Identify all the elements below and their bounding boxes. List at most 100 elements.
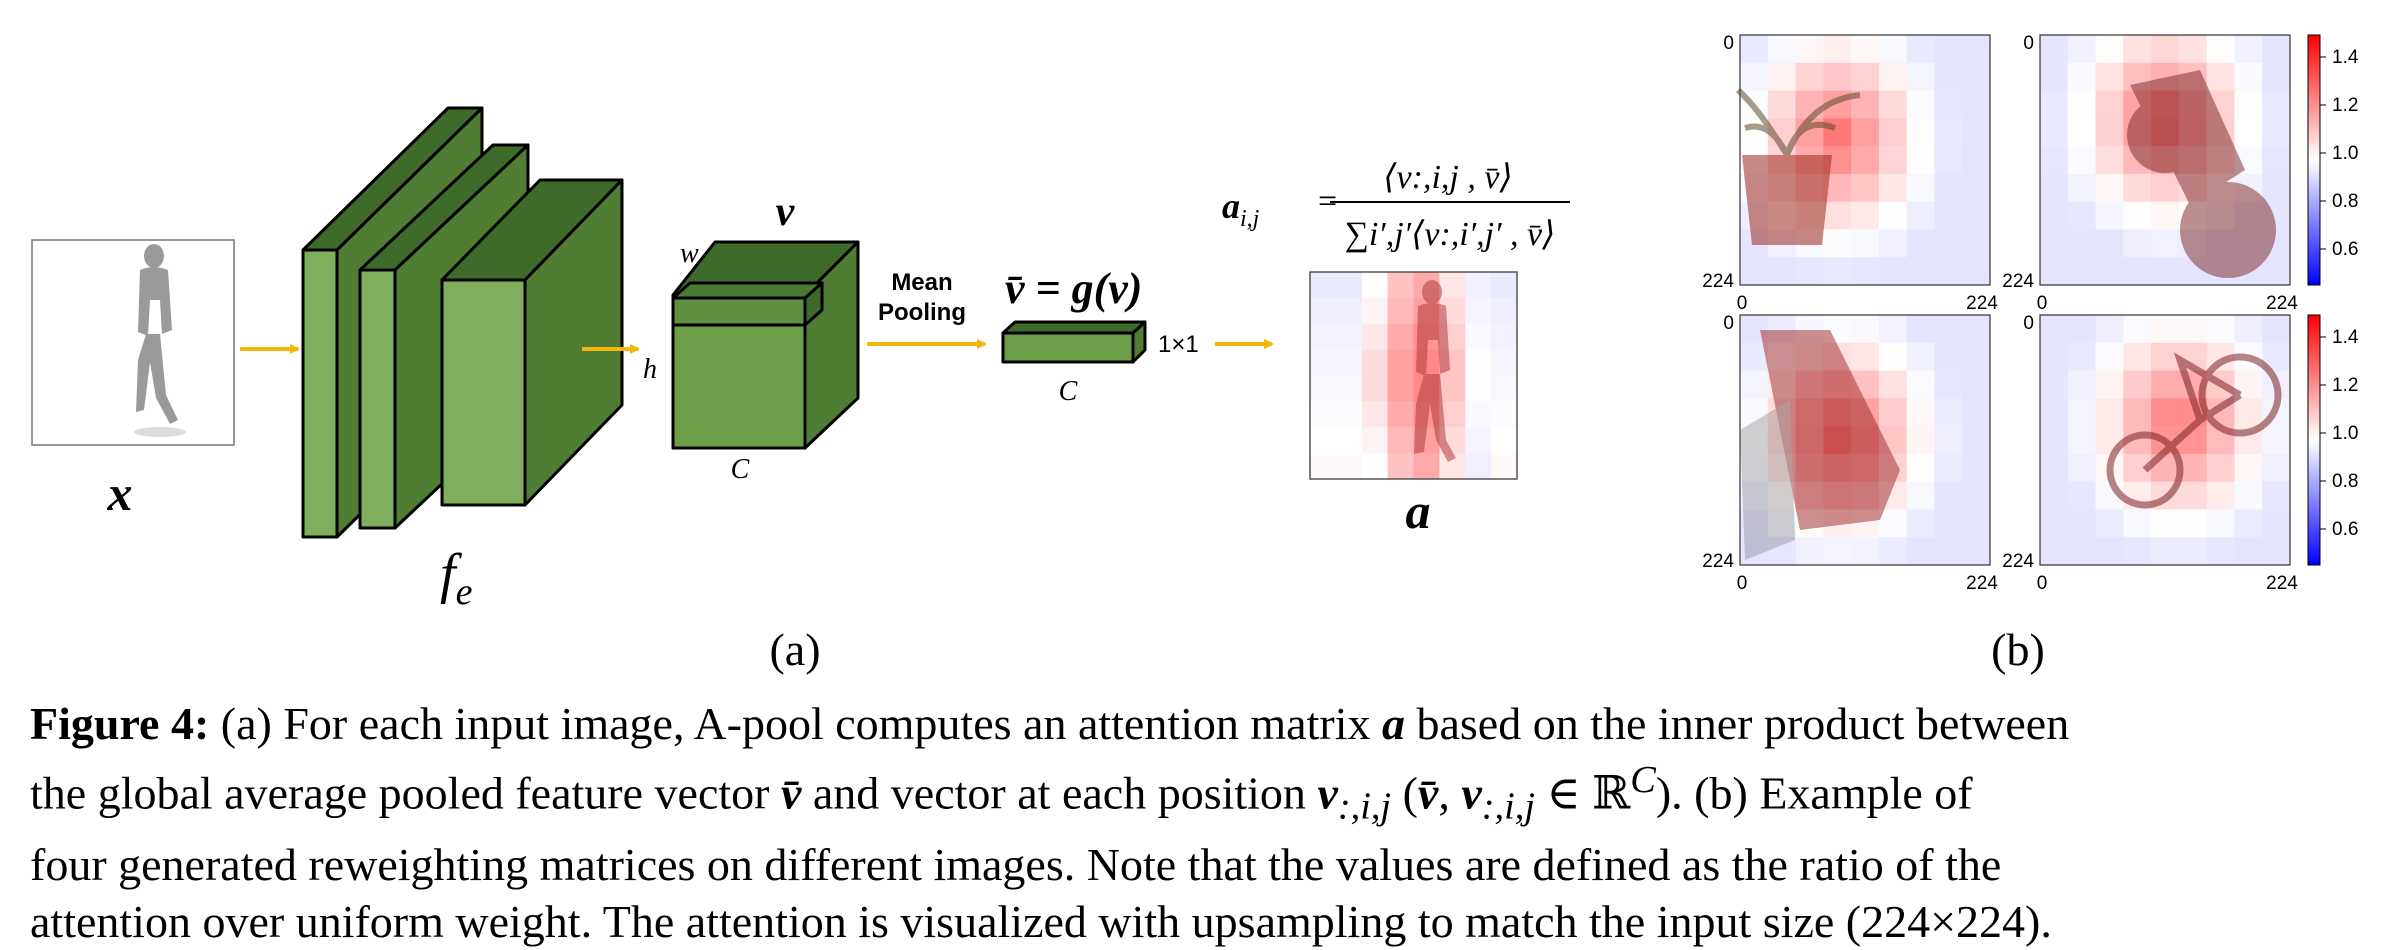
attention-cell: [1439, 272, 1466, 299]
colorbar-tick-label: 1.2: [2332, 375, 2358, 396]
pooled-size: 1×1: [1158, 331, 1199, 358]
svg-text:=: =: [1318, 183, 1337, 220]
heatmap-cell: [2095, 35, 2124, 64]
axis-tick-label: 224: [2266, 573, 2298, 594]
attention-cell: [1465, 349, 1492, 376]
attention-cell: [1491, 427, 1518, 454]
heatmap-cell: [2151, 201, 2180, 230]
heatmap-cell: [1823, 35, 1852, 64]
attention-cell: [1465, 427, 1492, 454]
heatmap-cell: [1851, 257, 1880, 286]
heatmap-cell: [2123, 370, 2152, 399]
attention-map: [1309, 271, 1518, 480]
heatmap-cell: [2262, 509, 2291, 538]
heatmap-cell: [2067, 426, 2097, 455]
heatmap-cell: [2040, 146, 2069, 175]
heatmap-cell: [1962, 426, 1991, 455]
attention-cell: [1361, 349, 1389, 376]
heatmap-cell: [2040, 315, 2069, 344]
heatmap-cell: [1934, 509, 1963, 538]
attention-cell: [1491, 323, 1518, 351]
heatmap-cell: [2234, 537, 2263, 566]
heatmap-cell: [2123, 229, 2152, 258]
heatmap-cell: [2095, 509, 2124, 538]
heatmap-cell: [2040, 201, 2069, 230]
heatmap-cell: [1878, 35, 1908, 64]
heatmap-cell: [1740, 453, 1769, 483]
heatmap-cell: [2040, 35, 2069, 64]
heatmap-cell: [1962, 146, 1991, 175]
attention-cell: [1310, 272, 1337, 299]
axis-tick-label: 224: [1966, 573, 1998, 594]
heatmap-cell: [1962, 173, 1991, 203]
heatmap-cell: [1934, 201, 1963, 230]
colorbar-tick-label: 0.6: [2332, 239, 2358, 260]
axis-tick-label: 224: [2266, 293, 2298, 314]
heatmap-cell: [1740, 370, 1769, 399]
heatmap-cell: [1823, 201, 1852, 230]
input-label: x: [107, 465, 133, 521]
heatmap-cell: [2178, 537, 2208, 566]
caption-line-3: four generated reweighting matrices on d…: [30, 838, 2002, 890]
heatmap-cell: [1767, 62, 1797, 92]
heatmap-cell: [1878, 201, 1908, 230]
attention-cell: [1335, 427, 1363, 454]
heatmap-cell: [1851, 201, 1880, 230]
attention-cell: [1465, 323, 1492, 351]
axis-tick-label: 0: [1737, 573, 1748, 594]
motorbike-overlay: [2127, 70, 2276, 278]
heatmap-cell: [2151, 35, 2180, 64]
heatmap-cell: [2040, 537, 2069, 566]
heatmap-cell: [2151, 370, 2180, 399]
heatmap-cell: [2095, 62, 2124, 92]
attention-cell: [1335, 323, 1363, 351]
heatmap-cell: [2067, 35, 2097, 64]
heatmap-cell: [2067, 481, 2097, 510]
heatmap-cell: [1851, 62, 1880, 92]
axis-tick-label: 0: [2037, 293, 2048, 314]
heatmap-cell: [2262, 62, 2291, 92]
heatmap-cell: [2123, 201, 2152, 230]
caption-figure-label: Figure 4:: [30, 698, 210, 749]
heatmap-cell: [1934, 35, 1963, 64]
heatmap-cell: [2040, 426, 2069, 455]
heatmap-cell: [1795, 90, 1824, 119]
heatmap-cell: [1906, 62, 1935, 92]
heatmap-cell: [2206, 509, 2235, 538]
feature-dim-h: h: [643, 354, 657, 385]
heatmap-cell: [2067, 509, 2097, 538]
caption-line-2: the global average pooled feature vector…: [30, 759, 1973, 828]
pooled-equation: v̄ = g(v): [1005, 264, 1142, 313]
heatmap-cell: [2095, 537, 2124, 566]
attention-cell: [1361, 375, 1389, 402]
heatmap-cell: [1934, 426, 1963, 455]
heatmap-cell: [1934, 62, 1963, 92]
heatmap-cell: [1962, 481, 1991, 510]
heatmap-cell: [2040, 229, 2069, 258]
heatmap-cell: [2151, 398, 2180, 427]
attention-cell: [1491, 297, 1518, 325]
heatmap-cell: [1934, 315, 1963, 344]
heatmap-cell: [1878, 146, 1908, 175]
heatmap-cell: [1851, 118, 1880, 147]
heatmap-cell: [2234, 509, 2263, 538]
heatmap-cell: [2262, 173, 2291, 203]
pooling-label-line1: Mean: [891, 269, 952, 296]
heatmap-cell: [2123, 509, 2152, 538]
heatmap-cell: [2262, 90, 2291, 119]
heatmap-cell: [1934, 229, 1963, 258]
heatmap-cell: [1740, 481, 1769, 510]
heatmap-cell: [1962, 201, 1991, 230]
bicycle-overlay: [2106, 352, 2282, 509]
colorbar-tick-label: 0.6: [2332, 519, 2358, 540]
heatmap-cell: [2151, 229, 2180, 258]
heatmap-cell: [2123, 35, 2152, 64]
heatmap-cell: [1962, 35, 1991, 64]
heatmap-cell: [2067, 370, 2097, 399]
axis-tick-label: 224: [1966, 293, 1998, 314]
heatmap-cell: [2095, 342, 2124, 372]
attention-grid: [1310, 272, 1518, 480]
attention-cell: [1310, 427, 1337, 454]
encoder-label: fe: [440, 543, 473, 613]
